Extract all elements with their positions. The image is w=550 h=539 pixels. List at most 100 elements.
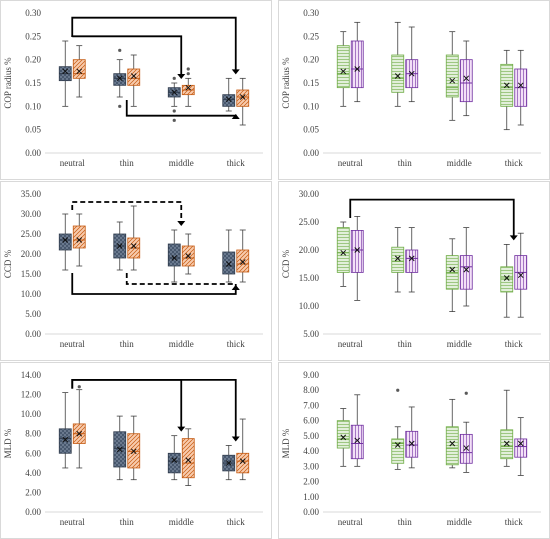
mean-marker [517,440,524,447]
outlier-point [172,118,176,122]
y-tick-label: 0.30 [25,8,41,18]
y-tick-label: 5.00 [303,431,319,441]
box [336,227,350,273]
y-tick-label: 10.00 [21,289,42,299]
x-tick-label: thick [227,339,245,349]
mean-marker [340,249,347,256]
box [391,54,405,93]
box [72,59,86,79]
box [350,424,364,460]
box [405,430,419,458]
mean-marker [62,436,69,443]
mean-marker [394,255,401,262]
mean-marker [517,82,524,89]
y-tick-label: 0.00 [25,329,41,339]
y-tick-label: 12.00 [21,390,42,400]
x-tick-label: thick [505,339,523,349]
x-tick-label: middle [447,158,472,168]
box [167,243,181,267]
y-tick-label: 9.00 [303,370,319,380]
x-tick-label: neutral [338,339,363,349]
y-tick-label: 0.15 [25,78,41,88]
mean-marker [185,84,192,91]
x-tick-label: middle [447,339,472,349]
chart-svg: CCD % 0.00 5.00 10.00 15.00 20.00 25.00 30.00 35… [3,189,263,349]
box [236,89,250,107]
mean-marker [171,255,178,261]
x-tick-label: thin [398,158,413,168]
mean-marker [449,440,456,447]
significance-connector [71,378,183,428]
y-tick-label: 2.00 [25,487,41,497]
y-tick-label: 0.10 [303,101,319,111]
x-tick-label: thick [505,517,523,527]
box [459,59,473,103]
significance-connector [71,273,237,295]
panel-mld-insole: MLD % 0.00 1.00 2.00 3.00 4.00 5.00 6.00 7.00 8.0… [278,362,550,539]
mean-marker [171,457,178,463]
box [236,452,250,474]
mean-marker [239,94,246,100]
y-axis-label: MLD % [281,428,291,458]
x-tick-label: neutral [60,517,85,527]
chart-svg: MLD % 0.00 1.00 2.00 3.00 4.00 5.00 6.00 7.00 8.0… [281,370,541,527]
outlier-point [186,72,190,76]
y-tick-label: 0.10 [25,101,41,111]
y-tick-label: 8.00 [25,429,41,439]
x-tick-label: neutral [60,339,85,349]
outlier-point [396,388,400,392]
x-tick-label: middle [169,517,194,527]
mean-marker [76,430,83,437]
y-tick-label: 0.30 [303,8,319,18]
y-tick-label: 3.00 [303,461,319,471]
y-axis-label: CCD % [281,249,291,278]
mean-marker [76,237,83,243]
outlier-point [118,104,122,108]
mean-marker [76,68,83,75]
outlier-point [464,391,468,395]
box [391,246,405,273]
box [500,266,514,293]
y-tick-label: 10.00 [299,301,320,311]
box [514,438,528,458]
chart-svg: COP radius % 0.00 0.05 0.10 0.15 0.20 0.25 0.30… [3,8,263,168]
significance-connector [71,378,237,438]
mean-marker [185,457,192,463]
x-tick-label: middle [169,158,194,168]
x-tick-label: thin [398,517,413,527]
mean-marker [130,448,137,455]
connector-arrowhead [177,221,186,226]
chart-svg: MLD % 0.00 2.00 4.00 6.00 8.00 10.00 12.00 14.00… [3,370,263,527]
y-axis-label: CCD % [3,249,13,278]
mean-marker [225,96,232,103]
box [113,73,127,86]
mean-marker [463,75,470,82]
mean-marker [239,458,246,464]
box [405,249,419,273]
mean-marker [354,66,361,72]
chart-svg: COP radius % 0.00 0.05 0.10 0.15 0.20 0.25 0.30… [281,8,541,168]
connector-arrowhead [177,74,186,79]
mean-marker [340,434,347,441]
y-tick-label: 0.20 [303,55,319,65]
y-tick-label: 25.00 [299,217,320,227]
box [181,438,195,479]
mean-marker [463,266,470,273]
y-tick-label: 5.00 [303,329,319,339]
y-tick-label: 0.00 [25,148,41,158]
y-tick-label: 35.00 [21,189,42,199]
mean-marker [463,445,470,451]
y-axis-label: MLD % [3,428,13,458]
x-tick-label: thick [505,158,523,168]
connector-arrowhead [177,426,186,432]
y-tick-label: 4.00 [303,446,319,456]
y-tick-label: 15.00 [21,269,42,279]
y-tick-label: 30.00 [21,209,42,219]
mean-marker [354,247,361,253]
y-tick-label: 15.00 [299,273,320,283]
mean-marker [116,446,123,453]
mean-marker [130,73,137,79]
outlier-point [172,109,176,113]
box [445,54,459,98]
box [445,426,459,466]
